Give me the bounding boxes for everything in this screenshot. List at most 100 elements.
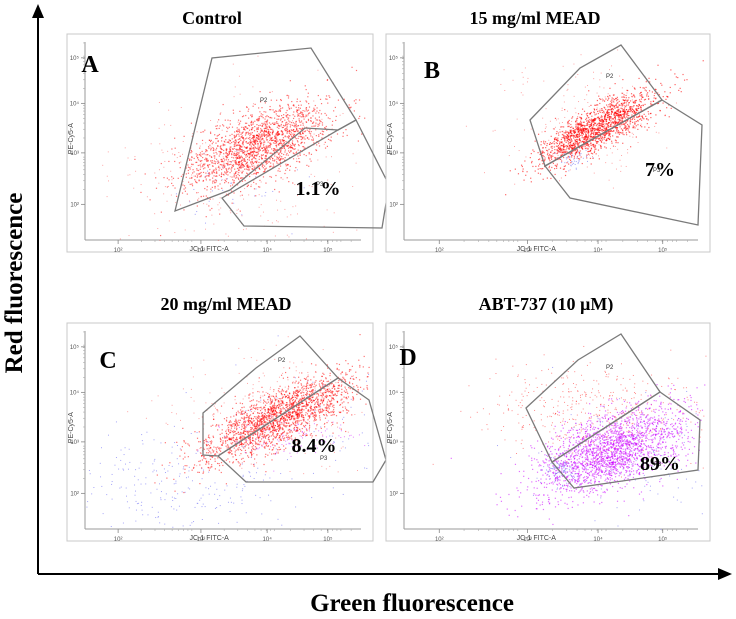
- event-point: [534, 140, 536, 142]
- event-point: [252, 146, 254, 149]
- event-point: [341, 418, 343, 420]
- event-point: [187, 181, 190, 183]
- event-point: [308, 151, 310, 154]
- event-point: [236, 163, 238, 166]
- event-point: [278, 133, 281, 135]
- event-point: [296, 100, 298, 103]
- event-point: [634, 102, 636, 104]
- event-point: [589, 150, 592, 152]
- event-point: [159, 143, 161, 145]
- event-point: [548, 139, 550, 141]
- event-point: [548, 158, 550, 160]
- event-point: [243, 158, 246, 160]
- event-point: [620, 115, 622, 117]
- event-point: [640, 101, 642, 103]
- event-point: [221, 387, 223, 389]
- event-point: [197, 502, 199, 504]
- event-point: [215, 161, 217, 163]
- event-point: [281, 126, 284, 129]
- event-point: [626, 104, 628, 106]
- event-point: [265, 391, 267, 393]
- event-point: [243, 150, 245, 152]
- event-point: [581, 137, 583, 139]
- event-point: [263, 130, 266, 132]
- event-point: [367, 372, 369, 374]
- event-point: [330, 140, 332, 142]
- event-point: [192, 133, 194, 135]
- event-point: [260, 204, 262, 206]
- event-point: [296, 110, 298, 112]
- event-point: [634, 96, 636, 98]
- event-point: [618, 109, 620, 111]
- event-point: [255, 176, 257, 178]
- event-point: [330, 383, 332, 385]
- event-point: [581, 132, 583, 134]
- event-point: [619, 126, 621, 128]
- event-point: [634, 88, 636, 90]
- event-point: [652, 100, 655, 102]
- event-point: [235, 143, 237, 145]
- event-point: [521, 72, 523, 74]
- event-point: [160, 499, 162, 501]
- event-point: [266, 153, 268, 155]
- event-point: [504, 89, 506, 91]
- event-point: [577, 136, 579, 138]
- event-point: [200, 175, 202, 178]
- event-point: [618, 132, 620, 134]
- event-point: [211, 156, 213, 158]
- event-point: [570, 162, 572, 164]
- event-point: [275, 419, 277, 421]
- event-point: [219, 495, 221, 497]
- event-point: [624, 127, 626, 129]
- event-point: [610, 125, 612, 127]
- event-point: [603, 128, 605, 130]
- event-point: [223, 163, 225, 165]
- event-point: [598, 95, 600, 97]
- event-point: [231, 138, 233, 140]
- event-point: [526, 171, 528, 173]
- event-point: [216, 137, 218, 140]
- event-point: [297, 125, 299, 127]
- event-point: [624, 117, 626, 119]
- event-point: [540, 152, 543, 154]
- event-point: [559, 141, 561, 143]
- event-point: [591, 156, 593, 158]
- event-point: [215, 171, 218, 173]
- event-point: [244, 153, 246, 155]
- event-point: [256, 140, 259, 143]
- event-point: [547, 156, 550, 158]
- event-point: [545, 123, 547, 125]
- event-point: [220, 152, 222, 154]
- event-point: [243, 126, 245, 129]
- event-point: [271, 136, 273, 139]
- event-point: [241, 177, 243, 179]
- event-point: [209, 164, 211, 166]
- event-point: [569, 158, 571, 161]
- event-point: [331, 406, 333, 408]
- event-point: [269, 408, 272, 410]
- event-point: [590, 124, 592, 126]
- event-point: [642, 87, 644, 89]
- event-point: [329, 443, 331, 445]
- event-point: [200, 497, 202, 499]
- event-point: [297, 422, 299, 424]
- event-point: [630, 119, 632, 121]
- event-point: [293, 133, 296, 136]
- event-point: [184, 491, 186, 493]
- event-point: [350, 106, 352, 108]
- event-point: [205, 222, 207, 224]
- event-point: [276, 156, 279, 159]
- event-point: [212, 165, 214, 167]
- event-point: [642, 117, 644, 119]
- event-point: [551, 166, 553, 169]
- event-point: [324, 430, 326, 432]
- event-point: [255, 424, 257, 426]
- event-point: [240, 496, 242, 498]
- x-tick-label: 10⁵: [323, 247, 333, 254]
- event-point: [617, 142, 619, 144]
- event-point: [250, 132, 252, 134]
- event-point: [563, 144, 565, 147]
- event-point: [220, 158, 222, 161]
- event-point: [580, 134, 582, 137]
- event-point: [300, 133, 302, 136]
